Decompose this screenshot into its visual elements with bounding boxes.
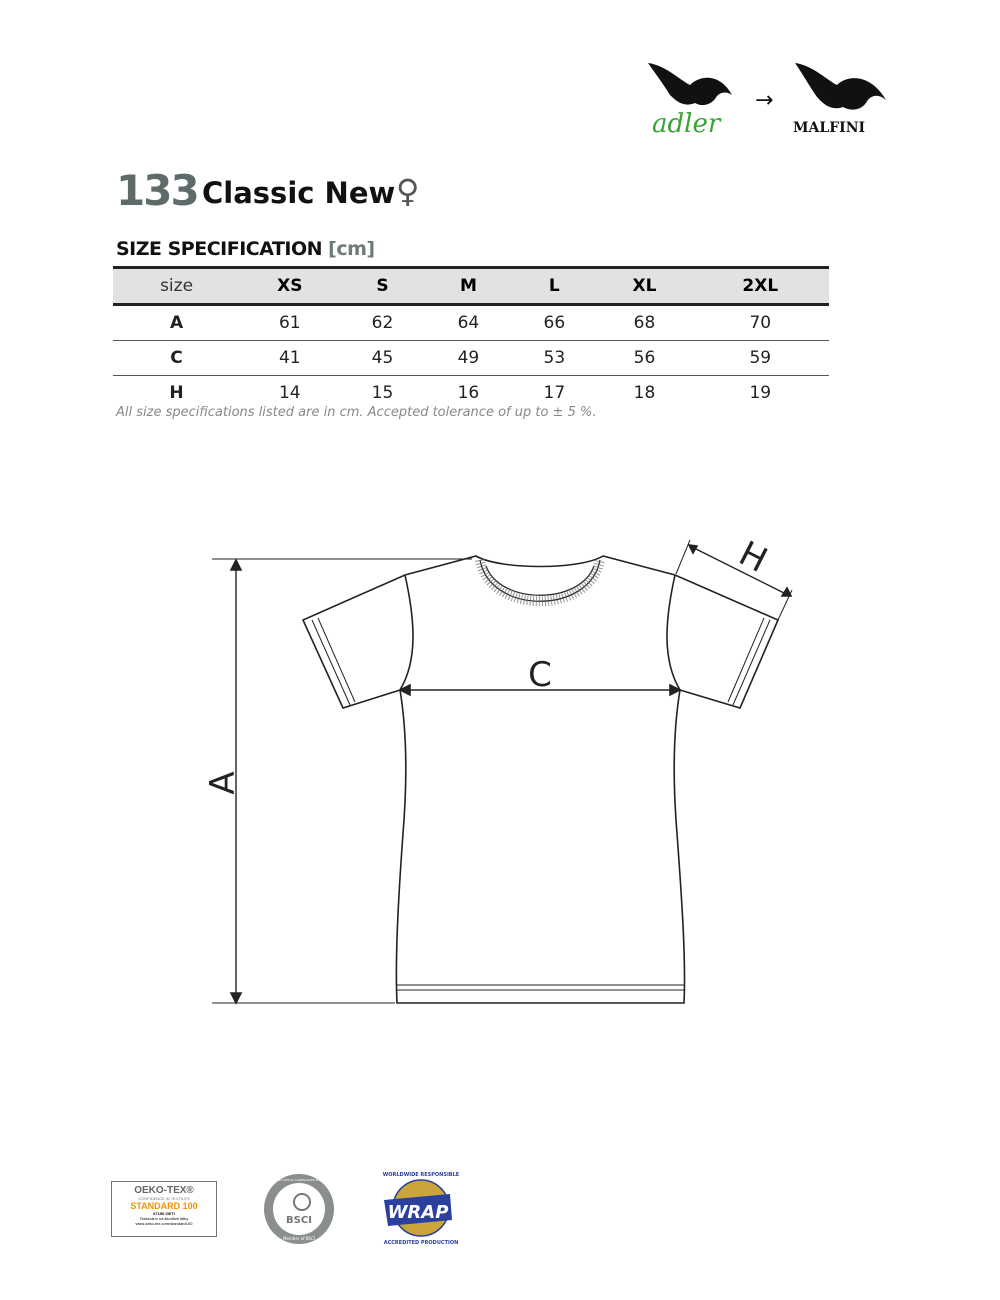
label-h: H [733,534,774,581]
tshirt-outline [301,555,780,1004]
malfini-logo-text: MALFINI [793,120,865,136]
section-title: SIZE SPECIFICATION [cm] [116,238,375,260]
table-cell: 68 [597,304,692,341]
arrow-icon: → [755,88,773,113]
size-table: size XS S M L XL 2XL A 61 62 64 66 68 70 C 41 45 4… [113,266,829,410]
table-row: H 14 15 16 17 18 19 [113,376,829,411]
table-cell: 41 [240,340,340,376]
row-label: C [113,340,241,376]
table-row: C 41 45 49 53 56 59 [113,340,829,376]
product-code: 133 [116,166,200,215]
bsci-ring-text: BUSINESS SOCIAL COMPLIANCE INITIATIVE [267,1178,331,1182]
table-cell: 16 [457,383,480,403]
column-header: S [376,276,389,296]
measure-h [675,539,793,621]
table-cell: 14 [278,383,301,403]
table-header-row: size XS S M L XL 2XL [113,267,829,305]
wrap-top-text: WORLDWIDE RESPONSIBLE [383,1172,460,1178]
table-cell: 45 [339,340,426,376]
oekotex-title: OEKO-TEX® [134,1185,194,1196]
adler-bird-icon [648,63,732,106]
table-row: A 61 62 64 66 68 70 [113,304,829,341]
wrap-bottom-text: ACCREDITED PRODUCTION [384,1240,459,1246]
row-label: A [113,304,241,341]
table-cell: 17 [543,383,566,403]
row-label: H [169,383,184,403]
oekotex-badge: OEKO-TEX® CONFIDENCE IN TEXTILES STANDAR… [111,1181,217,1237]
bsci-badge: BSCI Member of BSCI BUSINESS SOCIAL COMP… [264,1174,334,1244]
product-name: Classic New [202,176,396,210]
wrap-text: WRAP [388,1202,449,1223]
measure-c [398,683,682,697]
table-cell: 19 [749,383,772,403]
oekotex-url: www.oeko-tex.com/standard100 [135,1221,193,1226]
brand-logos: adler → MALFINI [648,63,886,139]
table-cell: 49 [425,340,512,376]
spec-title: SIZE SPECIFICATION [116,238,323,260]
table-cell: 59 [691,340,829,376]
column-header: L [548,276,560,296]
oekotex-line1: Testováno na škodlivé látky [139,1216,189,1221]
table-cell: 56 [597,340,692,376]
globe-icon [293,1193,311,1211]
column-header: M [459,276,477,296]
table-cell: 66 [511,304,598,341]
label-c: C [528,655,552,695]
bsci-text: BSCI [286,1215,312,1226]
bsci-member: Member of BSCI [283,1236,315,1241]
column-header: XL [632,276,657,296]
table-cell: 61 [240,304,340,341]
tolerance-note: All size specifications listed are in cm… [116,405,597,420]
table-cell: 18 [633,383,656,403]
table-cell: 53 [511,340,598,376]
spec-unit: [cm] [328,238,375,260]
column-header: XS [277,276,303,296]
table-cell: 70 [691,304,829,341]
oekotex-id: 67150 OETI [153,1211,175,1216]
tshirt-diagram: A C H [203,534,793,1005]
oekotex-standard: STANDARD 100 [130,1201,198,1211]
measure-a [212,558,472,1005]
wrap-badge: WRAP WORLDWIDE RESPONSIBLE ACCREDITED PR… [383,1172,460,1246]
oekotex-subtitle: CONFIDENCE IN TEXTILES [138,1196,190,1201]
female-icon: ♀ [396,172,420,210]
adler-logo-text: adler [652,109,722,139]
table-cell: 62 [339,304,426,341]
table-cell: 64 [425,304,512,341]
label-a: A [203,771,243,794]
table-cell: 15 [371,383,394,403]
malfini-bird-icon [795,63,886,110]
column-header: 2XL [742,276,779,296]
column-header: size [160,276,194,296]
